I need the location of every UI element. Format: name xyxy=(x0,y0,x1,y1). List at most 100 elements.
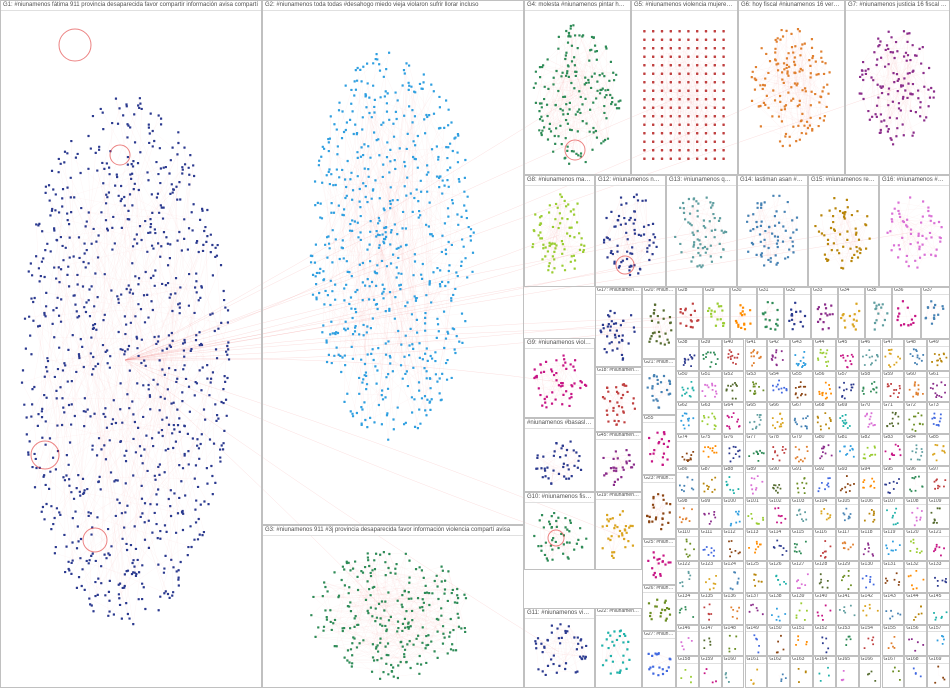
group-label: G159 xyxy=(700,657,721,664)
group-panel-g125: G125 xyxy=(745,561,768,593)
group-panel-g38: G38 xyxy=(676,339,699,371)
group-panel-g51: G51 xyxy=(699,371,722,403)
group-panel-g73: G73 xyxy=(927,402,950,434)
group-panel-g34: G34 xyxy=(838,287,865,339)
group-label: G157 xyxy=(928,626,949,633)
group-label: G148 xyxy=(723,626,744,633)
group-panel-g67: G67 xyxy=(790,402,813,434)
group-panel-g86: G86 xyxy=(676,466,699,498)
group-label: G11: #niunamenos violencia #3j mujeres g… xyxy=(525,609,594,619)
group-panel-g90: G90 xyxy=(767,466,790,498)
group-panel-g72: G72 xyxy=(904,402,927,434)
group-panel-g2: G2: #niunamenos toda todas #desahogo mie… xyxy=(262,0,524,525)
group-panel-g41: G41 xyxy=(745,339,768,371)
group-label: G108 xyxy=(905,499,926,506)
group-label: G56 xyxy=(814,372,835,379)
group-label: G35 xyxy=(866,288,891,295)
group-label: G125 xyxy=(746,562,767,569)
group-label: G26: #niunamenos angeles dolor siguiendo xyxy=(643,586,675,593)
group-panel-g76: G76 xyxy=(722,434,745,466)
group-label: G153 xyxy=(837,626,858,633)
group-panel-g107: G107 xyxy=(882,498,905,530)
group-panel-g118: G118 xyxy=(859,529,882,561)
group-panel-g42: G42 xyxy=(767,339,790,371)
group-label: G115 xyxy=(791,530,812,537)
group-label: G146 xyxy=(677,626,698,633)
group-panel-g98: G98 xyxy=(676,498,699,530)
group-panel-g97: G97 xyxy=(927,466,950,498)
group-panel-g129: G129 xyxy=(836,561,859,593)
group-panel-g78: G78 xyxy=(767,434,790,466)
group-label: G67 xyxy=(791,403,812,410)
group-panel-g21: G21: #niunamenos manía hizo rudo libres … xyxy=(642,359,676,415)
group-panel-g159: G159 xyxy=(699,656,722,688)
group-panel-g57: G57 xyxy=(836,371,859,403)
group-panel-g143: G143 xyxy=(882,593,905,625)
group-panel-g140: G140 xyxy=(813,593,836,625)
group-panel-g23: G23: #niunamenos #3j grito calles nuestr… xyxy=(642,475,676,539)
group-panel-g105: G105 xyxy=(836,498,859,530)
group-label: G129 xyxy=(837,562,858,569)
group-panel-g71: G71 xyxy=(882,402,905,434)
group-label: G5: #niunamenos violencia mujeres justic… xyxy=(632,1,737,11)
group-panel-g30: G30 xyxy=(730,287,757,339)
group-label: G53 xyxy=(746,372,767,379)
group-panel-g15: G15: #niunamenos redes calles feministas… xyxy=(808,175,879,287)
group-panel-g158: G158 xyxy=(676,656,699,688)
group-label: G14: lastiman asan #niunamenos rtos hija… xyxy=(738,176,807,186)
group-label: G158 xyxy=(677,657,698,664)
group-label: G127 xyxy=(791,562,812,569)
group-label: G31 xyxy=(758,288,783,295)
group-panel-g103: G103 xyxy=(790,498,813,530)
group-label: G80 xyxy=(814,435,835,442)
group-label: G136 xyxy=(723,594,744,601)
group-label: G132 xyxy=(905,562,926,569)
group-label: G145 xyxy=(928,594,949,601)
group-panel-g47: G47 xyxy=(882,339,905,371)
group-label: G168 xyxy=(905,657,926,664)
group-panel-g63: G63 xyxy=(699,402,722,434)
group-panel-g87: G87 xyxy=(699,466,722,498)
group-label: G45 xyxy=(837,340,858,347)
group-label: G27: #niunamenos 73 horas hoyo conexión xyxy=(643,632,675,639)
group-panel-g4: G4: molesta #niunamenos pintar hoy esos … xyxy=(524,0,631,175)
group-label: G137 xyxy=(746,594,767,601)
group-label: G12: #niunamenos nueva policía capitalac… xyxy=(596,176,665,186)
group-panel-g12: G12: #niunamenos nueva policía capitalac… xyxy=(595,175,666,287)
group-label: G6: hoy fiscal #niunamenos 16 vernos man… xyxy=(739,1,844,11)
group-label: G59 xyxy=(883,372,904,379)
group-panel-g157: G157 xyxy=(927,625,950,657)
group-label: G19: #niunamenos #3j sanogénero carnicer… xyxy=(596,493,641,500)
group-label: G2: #niunamenos toda todas #desahogo mie… xyxy=(263,1,523,11)
group-label: G103 xyxy=(791,499,812,506)
group-label: G143 xyxy=(883,594,904,601)
group-label: G98 xyxy=(677,499,698,506)
group-panel-g147: G147 xyxy=(699,625,722,657)
group-label: G58 xyxy=(860,372,881,379)
group-panel-g165: G165 xyxy=(836,656,859,688)
group-panel-g77: G77 xyxy=(745,434,768,466)
group-label: G162 xyxy=(768,657,789,664)
group-label: G55 xyxy=(791,372,812,379)
group-label: G23: #niunamenos #3j grito calles nuestr… xyxy=(643,476,675,483)
group-label: G141 xyxy=(837,594,858,601)
group-label: G110 xyxy=(677,530,698,537)
group-label: G133 xyxy=(928,562,949,569)
group-panel-g106: G106 xyxy=(859,498,882,530)
group-panel-g60: G60 xyxy=(904,371,927,403)
group-panel-g28: G28 xyxy=(676,287,703,339)
group-label: G97 xyxy=(928,467,949,474)
group-panel-g119: G119 xyxy=(882,529,905,561)
group-label: G161 xyxy=(746,657,767,664)
group-panel-g79: G79 xyxy=(790,434,813,466)
group-label: G100 xyxy=(723,499,744,506)
group-panel-g113: G113 xyxy=(745,529,768,561)
group-panel-g31: G31 xyxy=(757,287,784,339)
group-panel-g124: G124 xyxy=(722,561,745,593)
group-label: G116 xyxy=(814,530,835,537)
group-panel-g127: G127 xyxy=(790,561,813,593)
group-label: G117 xyxy=(837,530,858,537)
group-panel-g149: G149 xyxy=(745,625,768,657)
group-panel-g8: G8: #niunamenos marcia bazán femicida an… xyxy=(524,175,595,287)
group-label: G102 xyxy=(768,499,789,506)
